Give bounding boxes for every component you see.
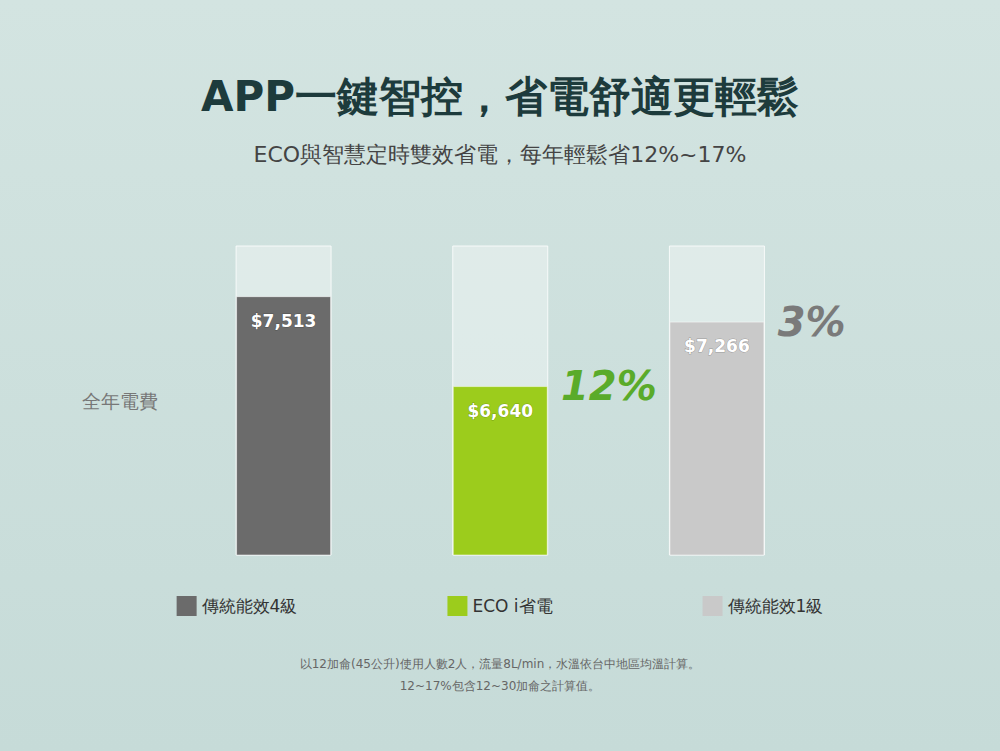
svg-text:以12加侖(45公升)使用人數2人，流量8L/min，水溫依: 以12加侖(45公升)使用人數2人，流量8L/min，水溫依台中地區均溫計算。 (300, 657, 701, 671)
svg-text:12%: 12% (561, 363, 657, 409)
svg-text:ECO i省電: ECO i省電 (472, 596, 552, 616)
svg-text:3%: 3% (778, 299, 846, 345)
svg-text:$7,513: $7,513 (251, 311, 317, 331)
svg-text:傳統能效1級: 傳統能效1級 (727, 596, 824, 616)
svg-text:$7,266: $7,266 (684, 336, 750, 356)
svg-text:傳統能效4級: 傳統能效4級 (201, 596, 298, 616)
svg-text:12~17%包含12~30加侖之計算值。: 12~17%包含12~30加侖之計算值。 (400, 679, 601, 693)
svg-text:APP一鍵智控，省電舒適更輕鬆: APP一鍵智控，省電舒適更輕鬆 (201, 72, 799, 121)
svg-text:ECO與智慧定時雙效省電，每年輕鬆省12%~17%: ECO與智慧定時雙效省電，每年輕鬆省12%~17% (254, 142, 747, 167)
svg-text:$6,640: $6,640 (467, 401, 533, 421)
svg-text:全年電費: 全年電費 (82, 390, 158, 412)
